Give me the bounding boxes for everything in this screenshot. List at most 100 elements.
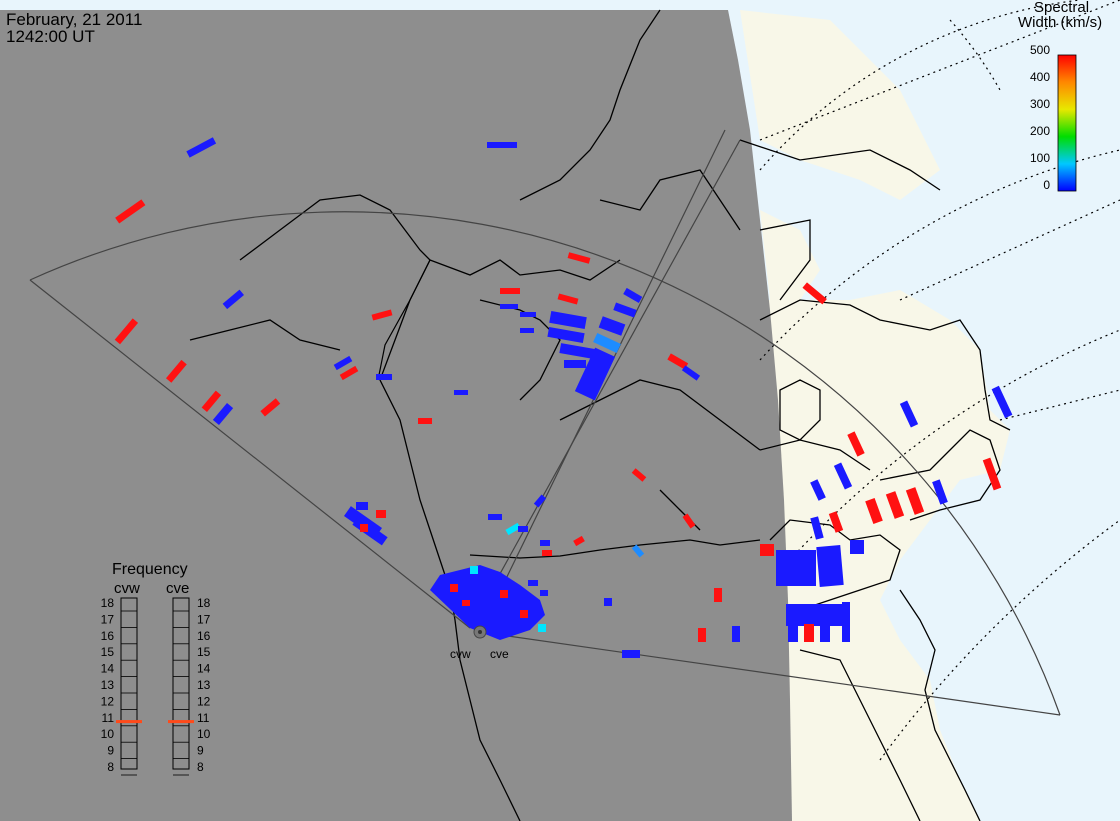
radar-label-cvw: cvw <box>450 647 471 661</box>
cell <box>788 620 798 642</box>
cell <box>450 584 458 592</box>
velocity-cells <box>114 137 1013 658</box>
frequency-scale-label: 11 <box>102 711 115 725</box>
frequency-scale-label: 14 <box>101 662 115 676</box>
frequency-scale-label: 10 <box>197 727 211 741</box>
cell <box>533 494 547 508</box>
cell <box>698 628 706 642</box>
cell <box>567 252 591 264</box>
cell <box>520 312 536 317</box>
cell <box>682 513 696 529</box>
frequency-left-label: cvw <box>114 580 140 597</box>
time-label: 1242:00 UT <box>6 27 95 46</box>
cell <box>850 540 864 554</box>
cell <box>622 650 640 658</box>
frequency-scale-label: 15 <box>101 645 115 659</box>
cell <box>371 309 393 321</box>
cell <box>932 479 948 505</box>
cell <box>165 359 187 383</box>
cell <box>760 544 774 556</box>
cell <box>462 600 470 606</box>
cell <box>816 545 844 587</box>
colorbar-title-line1: Spectral <box>1034 0 1089 16</box>
cell <box>574 347 616 401</box>
cell <box>540 590 548 596</box>
cell <box>820 622 830 642</box>
cell <box>500 304 518 309</box>
cve-frequency-marker <box>168 720 194 724</box>
cell <box>518 526 528 532</box>
cell <box>885 491 905 519</box>
colorbar-tick-label: 100 <box>1030 151 1050 165</box>
cell <box>538 624 546 632</box>
frequency-scale-label: 9 <box>197 744 204 758</box>
cell <box>564 360 586 368</box>
frequency-scale-label: 16 <box>197 629 211 643</box>
cell <box>487 142 517 148</box>
cell <box>905 487 925 515</box>
radar-site-center <box>478 630 482 634</box>
cell <box>115 199 146 224</box>
cell <box>559 343 595 359</box>
frequency-right-label: cve <box>166 580 189 597</box>
cell <box>186 137 217 158</box>
frequency-scale-label: 17 <box>101 612 115 626</box>
cell <box>201 390 222 412</box>
frequency-scale-label: 12 <box>197 694 211 708</box>
cell <box>732 626 740 642</box>
frequency-scale-label: 14 <box>197 662 211 676</box>
cell <box>520 328 534 333</box>
cell <box>500 288 520 294</box>
cell <box>802 282 827 305</box>
cvw-scale-bar <box>120 597 138 770</box>
cell <box>613 302 637 318</box>
frequency-scale-label: 17 <box>197 612 211 626</box>
cell <box>505 522 521 536</box>
cell <box>376 374 392 380</box>
cell <box>488 514 502 520</box>
frequency-labels: 18 18 17 17 16 16 15 15 14 14 13 13 12 12 11 11 10 10 9 9 8 8 <box>101 596 211 774</box>
cell <box>865 498 883 524</box>
cell <box>520 610 528 618</box>
colorbar-gradient <box>1057 54 1077 192</box>
cell <box>454 390 468 395</box>
cell <box>542 550 552 556</box>
cell <box>714 588 722 602</box>
colorbar-tick-label: 400 <box>1030 70 1050 84</box>
cell <box>528 580 538 586</box>
cell <box>573 535 585 547</box>
colorbar-tick-label: 200 <box>1030 124 1050 138</box>
cell <box>557 293 579 305</box>
cell <box>212 403 234 425</box>
cell <box>810 479 826 501</box>
frequency-ticks <box>121 610 189 776</box>
colorbar-tick-label: 500 <box>1030 43 1050 57</box>
cell <box>540 540 550 546</box>
frequency-scale-label: 13 <box>197 678 211 692</box>
frequency-scale-label: 8 <box>197 760 204 774</box>
radar-fov <box>29 129 1061 716</box>
cell <box>776 550 816 586</box>
frequency-scale-label: 9 <box>107 744 114 758</box>
cell <box>804 624 814 642</box>
cell <box>982 457 1002 491</box>
cell <box>114 318 139 345</box>
frequency-scale-label: 11 <box>197 711 210 725</box>
borders <box>377 259 761 559</box>
cell <box>360 524 368 532</box>
cell <box>631 544 645 558</box>
near-radar-fan <box>430 565 545 640</box>
night-side <box>0 10 792 821</box>
cell <box>681 365 701 381</box>
cell <box>356 502 368 510</box>
cve-scale-bar <box>172 597 190 770</box>
colorbar-tick-label: 300 <box>1030 97 1050 111</box>
cell <box>470 566 478 574</box>
cell <box>786 604 842 626</box>
frequency-scale-label: 8 <box>107 760 114 774</box>
cell <box>547 326 585 344</box>
frequency-scale-label: 12 <box>101 694 115 708</box>
cell <box>828 511 844 533</box>
frequency-scale-label: 18 <box>101 596 115 610</box>
cell <box>549 310 587 330</box>
